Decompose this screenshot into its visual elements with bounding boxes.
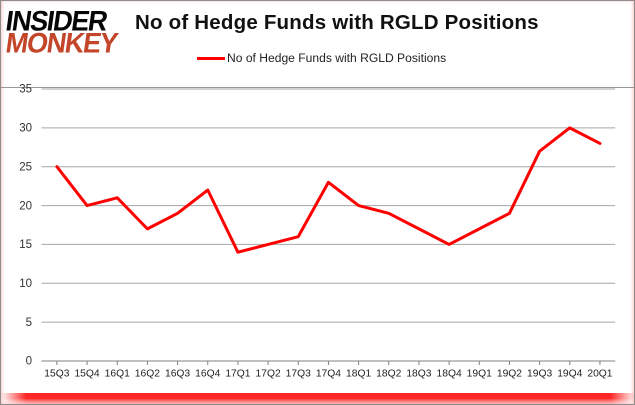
- svg-text:18Q2: 18Q2: [376, 369, 401, 380]
- svg-text:16Q4: 16Q4: [195, 369, 220, 380]
- svg-text:17Q3: 17Q3: [286, 369, 311, 380]
- svg-text:18Q1: 18Q1: [346, 369, 371, 380]
- svg-text:16Q1: 16Q1: [105, 369, 130, 380]
- svg-text:19Q1: 19Q1: [467, 369, 492, 380]
- svg-text:20: 20: [19, 200, 32, 212]
- svg-text:15: 15: [19, 239, 32, 251]
- svg-text:30: 30: [19, 123, 32, 135]
- svg-text:35: 35: [19, 84, 32, 96]
- svg-text:20Q1: 20Q1: [587, 369, 612, 380]
- svg-text:19Q4: 19Q4: [557, 369, 582, 380]
- svg-text:25: 25: [19, 161, 32, 173]
- svg-text:10: 10: [19, 278, 32, 290]
- svg-text:17Q1: 17Q1: [225, 369, 250, 380]
- svg-text:16Q2: 16Q2: [135, 369, 160, 380]
- svg-text:15Q3: 15Q3: [44, 369, 69, 380]
- svg-text:17Q4: 17Q4: [316, 369, 341, 380]
- svg-text:17Q2: 17Q2: [255, 369, 280, 380]
- svg-text:19Q3: 19Q3: [527, 369, 552, 380]
- svg-text:16Q3: 16Q3: [165, 369, 190, 380]
- svg-text:18Q4: 18Q4: [437, 369, 462, 380]
- svg-text:5: 5: [26, 317, 32, 329]
- svg-text:19Q2: 19Q2: [497, 369, 522, 380]
- svg-text:15Q4: 15Q4: [74, 369, 99, 380]
- svg-text:0: 0: [26, 356, 32, 368]
- svg-text:18Q3: 18Q3: [406, 369, 431, 380]
